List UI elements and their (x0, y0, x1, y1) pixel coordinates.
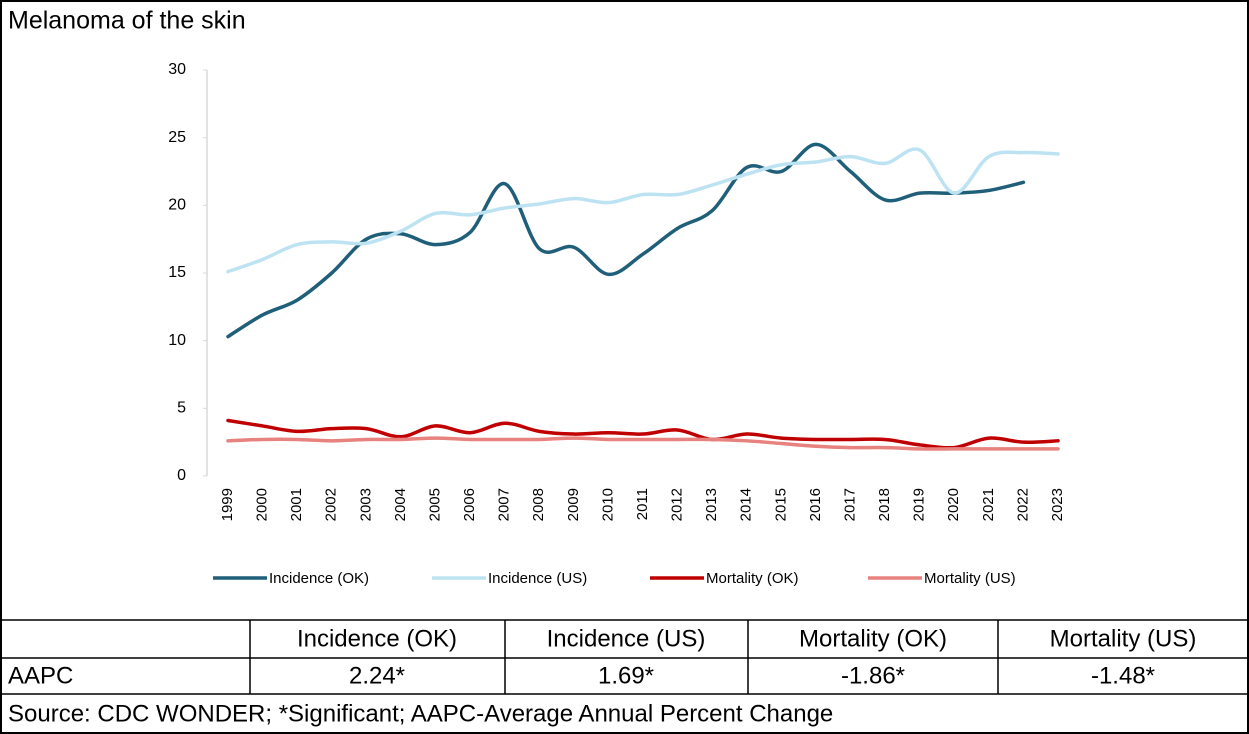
x-tick-label: 2004 (392, 488, 409, 521)
y-tick-label: 30 (168, 61, 186, 78)
y-tick-label: 25 (168, 129, 186, 146)
table-cell: 2.24* (349, 662, 405, 689)
table-header: Mortality (US) (1050, 625, 1197, 652)
x-tick-label: 2023 (1049, 488, 1066, 521)
series-line (226, 418, 1060, 450)
y-tick-label: 0 (177, 467, 186, 484)
row-label: AAPC (8, 662, 73, 689)
x-tick-label: 2008 (530, 488, 547, 521)
table-header: Mortality (OK) (799, 625, 947, 652)
x-tick-label: 2001 (288, 488, 305, 521)
x-tick-label: 2016 (807, 488, 824, 521)
chart-title: Melanoma of the skin (8, 7, 246, 35)
x-tick-label: 2003 (357, 488, 374, 521)
x-tick-label: 2009 (565, 488, 582, 521)
x-tick-label: 2020 (945, 488, 962, 521)
legend-label: Incidence (OK) (269, 570, 369, 587)
series-line (226, 142, 1026, 339)
table-cell: -1.86* (841, 662, 905, 689)
legend-label: Mortality (OK) (706, 570, 799, 587)
table-footer: Source: CDC WONDER; *Significant; AAPC-A… (8, 700, 833, 727)
series-line (226, 147, 1060, 274)
x-tick-label: 2022 (1014, 488, 1031, 521)
y-tick-label: 15 (168, 264, 186, 281)
x-tick-label: 2017 (841, 488, 858, 521)
x-tick-label: 2012 (669, 488, 686, 521)
x-tick-label: 2007 (496, 488, 513, 521)
legend-label: Incidence (US) (488, 570, 587, 587)
x-tick-label: 2000 (254, 488, 271, 521)
x-tick-label: 2013 (703, 488, 720, 521)
x-tick-label: 2005 (426, 488, 443, 521)
x-tick-label: 2010 (599, 488, 616, 521)
x-tick-label: 2014 (738, 488, 755, 521)
x-tick-label: 2011 (634, 488, 651, 520)
x-tick-label: 2021 (980, 488, 997, 521)
table-header: Incidence (US) (547, 625, 706, 652)
table-cell: 1.69* (598, 662, 654, 689)
y-tick-label: 5 (177, 400, 186, 417)
y-tick-label: 20 (168, 197, 186, 214)
legend-label: Mortality (US) (924, 570, 1016, 587)
x-tick-label: 2006 (461, 488, 478, 521)
x-tick-label: 2019 (911, 488, 928, 521)
table-header: Incidence (OK) (297, 625, 457, 652)
table-cell: -1.48* (1091, 662, 1155, 689)
x-tick-label: 2015 (772, 488, 789, 521)
x-tick-label: 2002 (323, 488, 340, 521)
y-tick-label: 10 (168, 332, 186, 349)
x-tick-label: 1999 (219, 488, 236, 521)
series-line (226, 436, 1060, 451)
x-tick-label: 2018 (876, 488, 893, 521)
